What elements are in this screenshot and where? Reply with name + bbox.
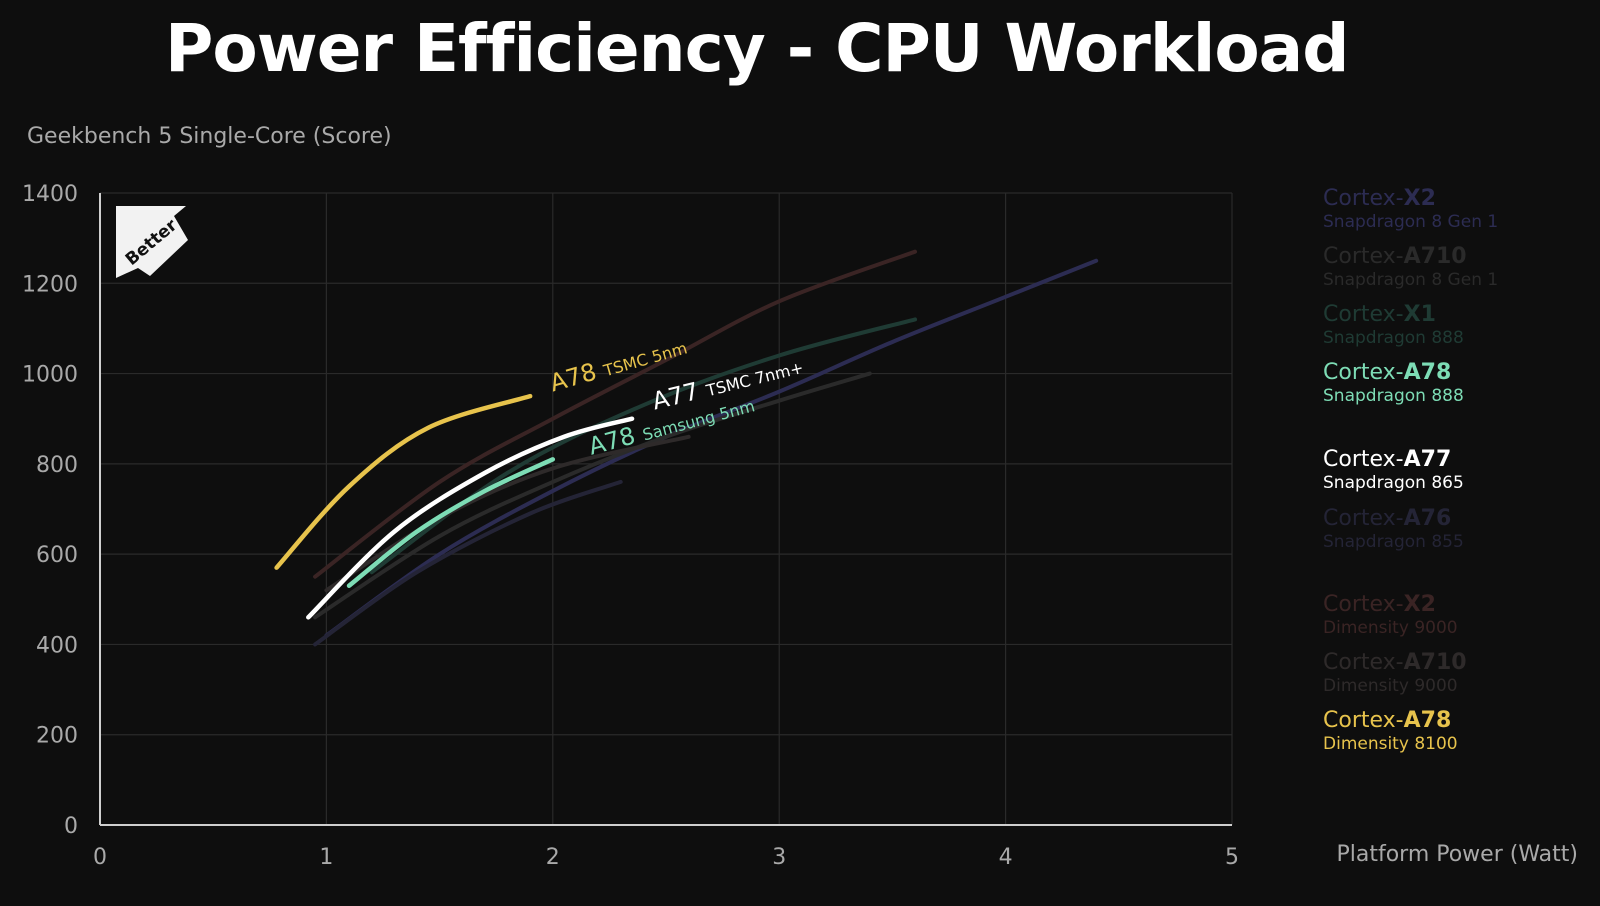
legend-core-model: A710	[1403, 650, 1467, 675]
page-title: Power Efficiency - CPU Workload	[165, 10, 1349, 87]
legend-core-name: Cortex-A710	[1323, 650, 1467, 676]
y-tick-label: 1000	[22, 363, 78, 388]
series-line-a78-snapdragon-888	[346, 457, 556, 588]
x-tick-label: 3	[772, 845, 786, 870]
legend-core-prefix: Cortex-	[1323, 447, 1404, 472]
legend-soc-name: Snapdragon 855	[1323, 532, 1464, 552]
legend-item: Cortex-X2 Dimensity 9000	[1323, 592, 1458, 638]
series-line-a710-snapdragon-8-gen-1	[313, 371, 872, 620]
legend-core-model: A78	[1403, 708, 1452, 733]
legend-item: Cortex-A77 Snapdragon 865	[1323, 447, 1464, 493]
legend-item: Cortex-A78 Dimensity 8100	[1323, 708, 1458, 754]
legend-core-model: A77	[1403, 447, 1452, 472]
legend-core-name: Cortex-A77	[1323, 447, 1464, 473]
legend-soc-name: Snapdragon 888	[1323, 328, 1464, 348]
x-tick-label: 4	[999, 845, 1013, 870]
legend-soc-name: Dimensity 8100	[1323, 734, 1458, 754]
y-tick-label: 400	[36, 633, 78, 658]
legend-soc-name: Snapdragon 865	[1323, 473, 1464, 493]
legend-core-name: Cortex-X2	[1323, 186, 1498, 212]
legend-core-model: X1	[1403, 302, 1436, 327]
y-tick-label: 0	[64, 814, 78, 839]
x-axis-label: Platform Power (Watt)	[1336, 842, 1578, 867]
legend-core-prefix: Cortex-	[1323, 360, 1404, 385]
legend-core-name: Cortex-A78	[1323, 360, 1464, 386]
legend-soc-name: Snapdragon 8 Gen 1	[1323, 270, 1499, 290]
series-line-x2-dimensity-9000	[313, 249, 918, 579]
legend-item: Cortex-A76 Snapdragon 855	[1323, 506, 1464, 552]
series-line-x2-snapdragon-8-gen-1	[324, 258, 1099, 638]
legend-item: Cortex-A78 Snapdragon 888	[1323, 360, 1464, 406]
legend-item: Cortex-A710 Dimensity 9000	[1323, 650, 1467, 696]
legend-core-model: A76	[1403, 506, 1452, 531]
x-tick-label: 5	[1225, 845, 1239, 870]
tick-layer: 0 200 400 600 800 1000 1200 1400 0 1 2 3 4 5	[22, 182, 1239, 870]
legend-item: Cortex-X2 Snapdragon 8 Gen 1	[1323, 186, 1498, 232]
legend-core-model: X2	[1403, 592, 1436, 617]
legend: Cortex-X2 Snapdragon 8 Gen 1 Cortex-A710 Sn…	[1323, 186, 1593, 766]
annotation-core: A78	[547, 358, 600, 398]
y-tick-label: 800	[36, 453, 78, 478]
legend-core-model: A710	[1403, 244, 1467, 269]
legend-soc-name: Snapdragon 888	[1323, 386, 1464, 406]
legend-core-prefix: Cortex-	[1323, 302, 1404, 327]
annotation-core: A77	[649, 377, 701, 416]
annotation-process: TSMC 5nm	[601, 338, 690, 380]
y-axis-label: Geekbench 5 Single-Core (Score)	[27, 124, 392, 149]
y-tick-label: 600	[36, 543, 78, 568]
grid-layer	[99, 192, 1233, 826]
legend-core-prefix: Cortex-	[1323, 186, 1404, 211]
better-arrow-icon	[116, 206, 188, 278]
legend-item: Cortex-A710 Snapdragon 8 Gen 1	[1323, 244, 1498, 290]
y-tick-label: 200	[36, 724, 78, 749]
legend-core-name: Cortex-X1	[1323, 302, 1464, 328]
legend-core-prefix: Cortex-	[1323, 244, 1404, 269]
legend-core-name: Cortex-A78	[1323, 708, 1458, 734]
better-badge: Better	[116, 206, 188, 278]
series-line-a76-snapdragon-855	[313, 479, 623, 647]
legend-core-prefix: Cortex-	[1323, 650, 1404, 675]
legend-item: Cortex-X1 Snapdragon 888	[1323, 302, 1464, 348]
legend-soc-name: Dimensity 9000	[1323, 618, 1458, 638]
legend-core-name: Cortex-A76	[1323, 506, 1464, 532]
legend-core-name: Cortex-X2	[1323, 592, 1458, 618]
legend-soc-name: Dimensity 9000	[1323, 676, 1458, 696]
legend-soc-name: Snapdragon 8 Gen 1	[1323, 212, 1499, 232]
y-tick-label: 1200	[22, 272, 78, 297]
x-tick-label: 0	[93, 845, 107, 870]
y-tick-label: 1400	[22, 182, 78, 207]
series-line-a710-dimensity-9000	[324, 434, 691, 593]
legend-core-prefix: Cortex-	[1323, 708, 1404, 733]
series-layer	[274, 249, 1099, 647]
x-tick-label: 2	[546, 845, 560, 870]
legend-core-model: A78	[1403, 360, 1452, 385]
x-tick-label: 1	[319, 845, 333, 870]
legend-core-name: Cortex-A710	[1323, 244, 1498, 270]
series-line-a77-snapdragon-865	[306, 416, 635, 620]
series-line-a78-dimensity-8100	[274, 393, 533, 570]
legend-core-prefix: Cortex-	[1323, 506, 1404, 531]
legend-core-prefix: Cortex-	[1323, 592, 1404, 617]
legend-core-model: X2	[1403, 186, 1436, 211]
